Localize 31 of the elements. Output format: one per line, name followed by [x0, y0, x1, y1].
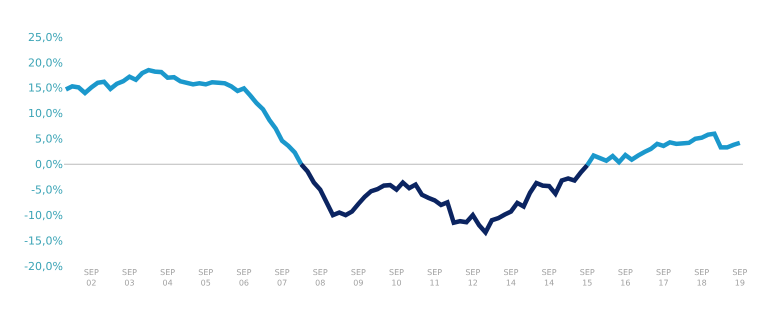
line-series: [584, 131, 742, 168]
x-tick-label: SEP 06: [236, 268, 252, 288]
y-tick-label: 0,0%: [35, 158, 63, 172]
y-tick-label: -10,0%: [24, 208, 63, 222]
x-tick-label: SEP 07: [274, 268, 290, 288]
x-tick-label: SEP 19: [732, 268, 748, 288]
y-tick-label: -20,0%: [24, 260, 63, 273]
x-tick-label: SEP 14: [503, 268, 519, 288]
x-tick-label: SEP 12: [465, 268, 480, 288]
line-series: [64, 68, 304, 166]
y-tick-label: 5,0%: [35, 132, 63, 146]
x-tick-label: SEP 09: [350, 268, 366, 288]
y-tick-label: -15,0%: [24, 234, 63, 248]
x-tick-label: SEP 15: [580, 268, 595, 288]
y-tick-label: 25,0%: [28, 30, 63, 44]
x-tick-label: SEP 03: [122, 268, 138, 288]
y-tick-label: -5,0%: [31, 184, 63, 197]
x-tick-label: SEP 14: [542, 268, 557, 288]
x-tick-label: SEP 11: [427, 268, 442, 288]
line-series: [298, 162, 590, 235]
x-tick-label: SEP 04: [160, 268, 176, 288]
x-tick-label: SEP 18: [694, 268, 710, 288]
y-tick-label: 20,0%: [28, 56, 63, 70]
x-tick-label: SEP 17: [656, 268, 672, 288]
x-tick-label: SEP 08: [312, 268, 328, 288]
x-tick-label: SEP 02: [84, 268, 99, 288]
x-tick-label: SEP 10: [389, 268, 404, 288]
x-tick-label: SEP 16: [618, 268, 634, 288]
y-tick-label: 15,0%: [28, 82, 63, 95]
y-tick-label: 10,0%: [28, 107, 63, 120]
x-tick-label: SEP 05: [198, 268, 214, 288]
